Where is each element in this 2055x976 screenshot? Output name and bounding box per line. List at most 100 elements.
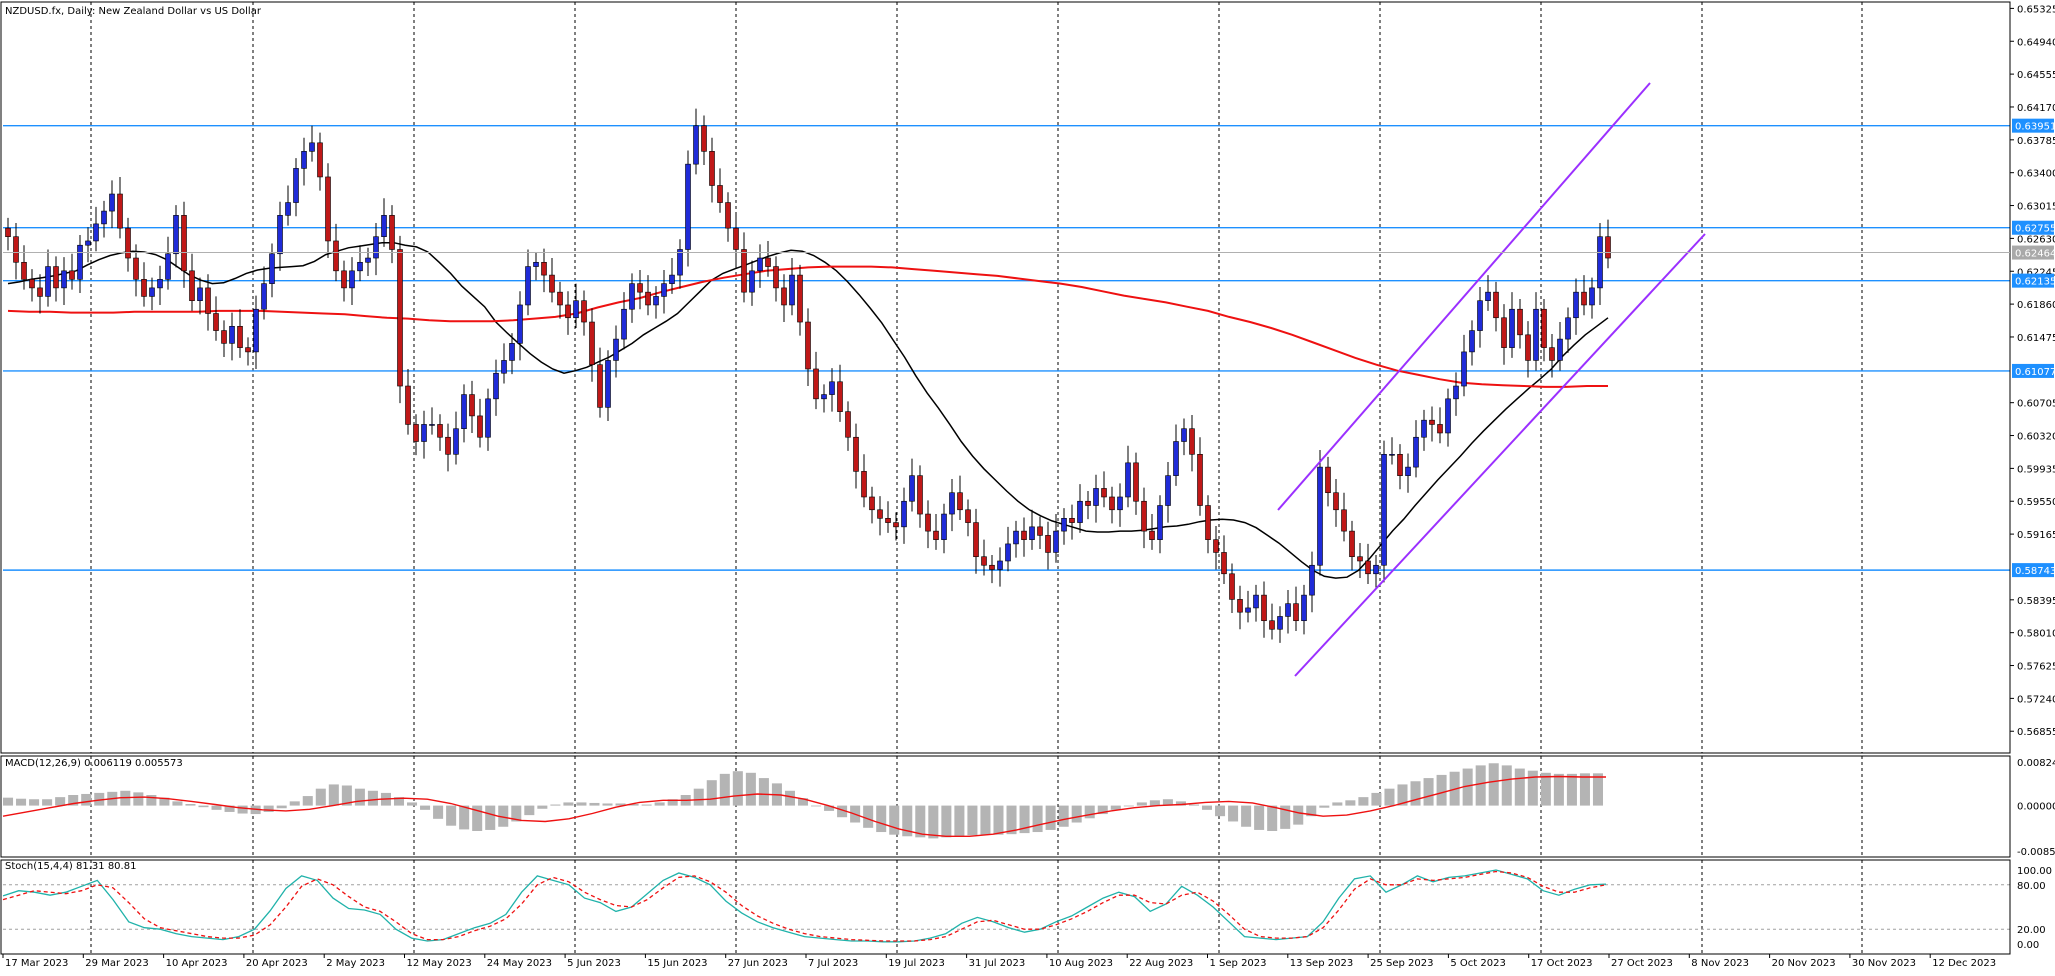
candle-body [1109,496,1115,511]
macd-histogram-bar [1293,805,1304,825]
macd-histogram-bar [654,802,665,806]
candle-body [509,343,515,361]
macd-histogram-bar [1488,763,1499,806]
macd-histogram-bar [1267,805,1278,831]
level-price-tag [2012,563,2054,578]
macd-histogram-bar [589,802,600,806]
candle-body [253,308,259,353]
candle-body [69,270,75,280]
price-tick-label: 0.65325 [2017,4,2055,15]
macd-histogram-bar [1084,805,1095,819]
candle-body [301,151,307,169]
candle-body [981,556,987,566]
candle-body [533,261,539,267]
candle-body [805,321,811,370]
macd-histogram-bar [511,805,522,822]
macd-histogram-bar [524,805,535,816]
candle-body [333,240,339,272]
candle-body [29,279,35,289]
macd-histogram-bar [1514,768,1525,806]
candle-body [61,270,67,289]
macd-histogram-bar [1123,805,1134,807]
macd-tick-label: 0.000000 [2017,802,2055,813]
macd-histogram-bar [1527,770,1538,806]
candle-body [709,151,715,186]
macd-histogram-bar [1032,805,1043,833]
candle-body [749,270,755,293]
candle-body [1093,488,1099,506]
candle-body [589,321,595,365]
candle-body [1429,419,1435,425]
candle-body [1245,607,1251,613]
candle-body [1437,424,1443,434]
price-tick-label: 0.56855 [2017,727,2055,738]
candle-body [165,253,171,280]
macd-histogram-bar [1215,805,1226,817]
macd-histogram-bar [237,805,248,814]
macd-histogram-bar [889,805,900,835]
current-price-tag [2012,245,2054,260]
candle-body [149,287,155,297]
candle-body [1605,236,1611,259]
candle-body [309,142,315,152]
candle-body [1597,236,1603,289]
candle-body [341,270,347,289]
macd-histogram-bar [719,773,730,806]
candle-body [549,274,555,293]
macd-title: MACD(12,26,9) 0.006119 0.005573 [5,758,183,769]
candle-body [1205,505,1211,540]
macd-histogram-bar [576,802,587,806]
x-tick-label: 29 Mar 2023 [85,958,148,969]
stoch-main-line [2,869,1607,943]
candle-body [173,215,179,255]
candle-body [1013,530,1019,545]
macd-signal-line [2,775,1606,837]
macd-histogram-bar [1110,805,1121,810]
macd-histogram-bar [16,798,27,806]
candle-body [1493,291,1499,319]
candle-body [997,560,1003,570]
macd-histogram-bar [1188,804,1199,806]
x-tick-label: 27 Jun 2023 [728,958,788,969]
candle-body [501,360,507,374]
macd-histogram-bar [1254,805,1265,830]
candle-body [197,287,203,301]
macd-histogram-bar [172,801,183,806]
level-price-label: 0.62135 [2015,277,2055,288]
candle-body [221,330,227,344]
candle-body [1573,291,1579,319]
macd-histogram-bar [1592,773,1603,806]
macd-histogram-bar [3,797,14,806]
candle-body [1333,492,1339,511]
macd-histogram-bar [1540,772,1551,806]
price-tick-label: 0.60320 [2017,432,2055,443]
price-tick-label: 0.64170 [2017,103,2055,114]
macd-histogram-bar [263,805,274,812]
x-tick-label: 1 Sep 2023 [1210,958,1267,969]
candle-body [93,223,99,242]
price-tick-label: 0.63015 [2017,202,2055,213]
candle-body [877,509,883,519]
macd-histogram-bar [1201,805,1213,810]
stoch-signal-line [2,870,1607,942]
x-tick-label: 22 Aug 2023 [1129,958,1193,969]
candle-body [885,518,891,523]
price-tick-label: 0.58395 [2017,596,2055,607]
macd-histogram-bar [550,804,561,806]
macd-histogram-bar [1019,805,1030,834]
price-tick-label: 0.61860 [2017,300,2055,311]
macd-histogram-bar [1475,765,1486,806]
macd-histogram-bar [1332,802,1343,806]
candle-body [605,360,611,408]
macd-histogram-bar [941,805,952,838]
candle-body [1373,564,1379,575]
stoch-tick-label: 20.00 [2017,925,2046,936]
candle-body [869,496,875,511]
candle-body [845,411,851,438]
candle-body [925,513,931,532]
candle-body [949,492,955,515]
x-tick-label: 10 Aug 2023 [1049,958,1113,969]
stoch-tick-label: 80.00 [2017,881,2046,892]
macd-histogram-bar [420,805,431,810]
panel-frame [0,1,2011,754]
